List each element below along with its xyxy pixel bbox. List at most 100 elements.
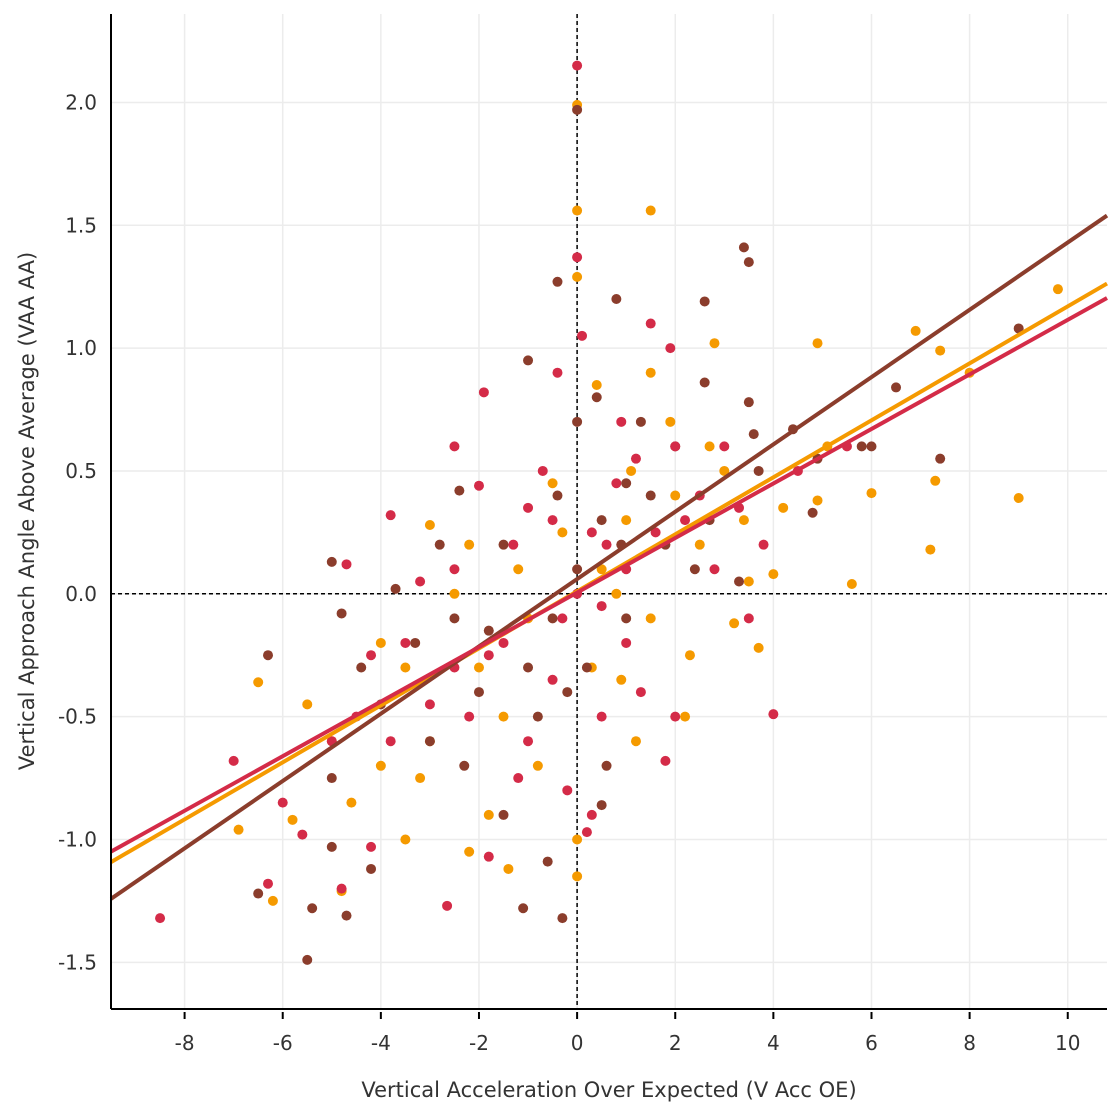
data-point-red (424, 699, 435, 710)
data-point-red (385, 736, 396, 747)
data-point-orange (375, 760, 386, 771)
data-point-brown (635, 416, 646, 427)
data-point-red (155, 913, 166, 924)
data-point-red (660, 755, 671, 766)
data-point-brown (743, 397, 754, 408)
trend-line-red (110, 296, 1108, 854)
data-point-brown (557, 913, 568, 924)
x-tick-label: -8 (175, 1031, 195, 1055)
data-point-red (557, 613, 568, 624)
data-point-brown (326, 556, 337, 567)
x-axis-label: Vertical Acceleration Over Expected (V A… (361, 1078, 856, 1102)
data-point-brown (591, 392, 602, 403)
data-point-orange (591, 379, 602, 390)
data-point-brown (518, 903, 529, 914)
data-point-brown (263, 650, 274, 661)
data-point-brown (326, 841, 337, 852)
trend-lines (109, 213, 1109, 901)
data-point-orange (1052, 284, 1063, 295)
data-point-red (577, 330, 588, 341)
data-point-brown (253, 888, 264, 899)
data-point-orange (572, 205, 583, 216)
y-tick-label: 0.5 (65, 459, 97, 483)
data-point-orange (547, 478, 558, 489)
data-point-orange (572, 871, 583, 882)
data-point-brown (743, 257, 754, 268)
data-point-orange (738, 515, 749, 526)
data-point-red (611, 478, 622, 489)
data-point-red (680, 515, 691, 526)
data-point-orange (709, 338, 720, 349)
data-point-red (665, 343, 676, 354)
data-point-red (596, 601, 607, 612)
data-point-orange (704, 441, 715, 452)
data-point-brown (542, 856, 553, 867)
data-point-orange (532, 760, 543, 771)
data-point-brown (307, 903, 318, 914)
data-point-brown (866, 441, 877, 452)
data-point-red (483, 851, 494, 862)
data-point-brown (454, 485, 465, 496)
x-tick-label: -4 (371, 1031, 391, 1055)
data-point-brown (572, 104, 583, 115)
data-point-brown (645, 490, 656, 501)
data-point-brown (336, 608, 347, 619)
data-point-red (508, 539, 519, 550)
data-point-brown (738, 242, 749, 253)
data-point-orange (645, 613, 656, 624)
data-point-red (449, 564, 460, 575)
data-point-red (523, 502, 534, 513)
data-point-brown (523, 662, 534, 673)
data-point-red (297, 829, 308, 840)
data-point-red (449, 441, 460, 452)
data-point-red (601, 539, 612, 550)
data-point-orange (483, 809, 494, 820)
data-point-brown (935, 453, 946, 464)
x-tick-label: 10 (1055, 1031, 1080, 1055)
data-point-orange (743, 576, 754, 587)
data-point-orange (572, 834, 583, 845)
data-point-red (385, 510, 396, 521)
y-tick-label: -0.5 (58, 705, 97, 729)
data-point-brown (341, 910, 352, 921)
data-point-red (478, 387, 489, 398)
data-point-orange (768, 569, 779, 580)
data-point-brown (601, 760, 612, 771)
data-point-orange (866, 488, 877, 499)
gridlines (111, 14, 1107, 1009)
data-point-brown (302, 954, 313, 965)
data-point-brown (547, 613, 558, 624)
data-point-orange (935, 345, 946, 356)
data-point-orange (778, 502, 789, 513)
data-point-brown (434, 539, 445, 550)
data-point-orange (513, 564, 524, 575)
data-point-red (572, 60, 583, 71)
data-point-brown (552, 276, 563, 287)
data-point-orange (846, 578, 857, 589)
data-point-red (670, 441, 681, 452)
data-point-orange (665, 416, 676, 427)
data-point-orange (680, 711, 691, 722)
data-point-red (719, 441, 730, 452)
data-point-red (547, 674, 558, 685)
data-point-brown (807, 507, 818, 518)
data-point-brown (356, 662, 367, 673)
data-point-orange (596, 564, 607, 575)
data-point-red (768, 709, 779, 720)
data-point-orange (910, 325, 921, 336)
data-point-red (635, 687, 646, 698)
data-point-red (562, 785, 573, 796)
data-point-red (464, 711, 475, 722)
x-tick-label: 4 (767, 1031, 780, 1055)
data-point-red (630, 453, 641, 464)
x-tick-label: -2 (469, 1031, 489, 1055)
data-point-brown (699, 377, 710, 388)
data-point-brown (562, 687, 573, 698)
data-point-orange (498, 711, 509, 722)
data-point-brown (689, 564, 700, 575)
data-point-red (228, 755, 239, 766)
data-point-orange (424, 520, 435, 531)
data-point-red (621, 637, 632, 648)
x-tick-label: 6 (865, 1031, 878, 1055)
data-point-brown (552, 490, 563, 501)
